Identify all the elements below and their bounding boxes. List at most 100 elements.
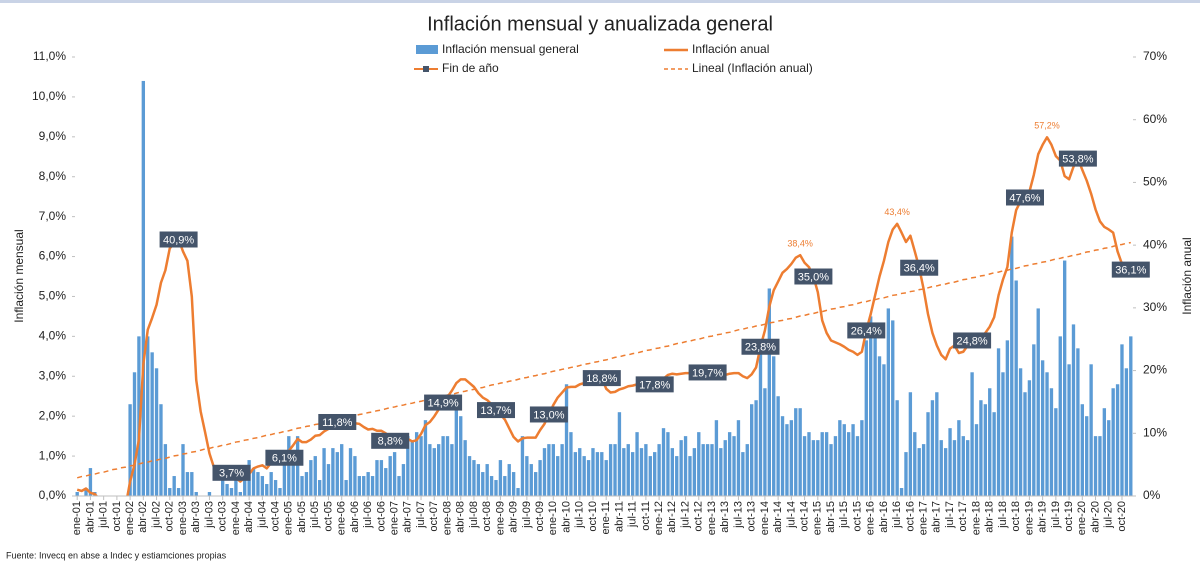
- bar: [666, 432, 670, 496]
- bar: [564, 384, 569, 496]
- x-tick-label: jul-03: [203, 501, 215, 529]
- bar: [1036, 308, 1040, 496]
- bar: [723, 440, 727, 496]
- bar: [573, 452, 578, 496]
- x-tick-label: oct-03: [217, 501, 229, 532]
- year-end-label: 13,0%: [533, 409, 564, 421]
- bar: [741, 452, 745, 496]
- bar: [807, 432, 811, 496]
- x-tick-label: ene-02: [124, 501, 136, 535]
- bar: [291, 456, 295, 496]
- bar: [860, 420, 864, 496]
- bar: [754, 400, 758, 496]
- trend-line: [76, 241, 1131, 479]
- year-end-label: 6,1%: [272, 453, 297, 465]
- y-tick-label: 2,0%: [39, 408, 67, 422]
- bar: [921, 444, 926, 496]
- x-tick-label: jul-16: [891, 501, 903, 529]
- bar: [1067, 364, 1071, 496]
- bar: [899, 488, 904, 496]
- bar: [392, 452, 397, 496]
- year-end-label: 47,6%: [1009, 192, 1040, 204]
- bar: [780, 416, 785, 496]
- bar: [661, 428, 666, 496]
- bar: [1062, 260, 1067, 496]
- bar: [926, 412, 930, 496]
- bar: [904, 452, 908, 496]
- bar: [829, 444, 833, 496]
- bar: [450, 444, 454, 496]
- y2-tick-label: 0%: [1143, 488, 1161, 502]
- bar: [375, 460, 379, 496]
- bar: [820, 432, 824, 496]
- bar: [309, 460, 313, 496]
- bar: [260, 476, 265, 496]
- x-tick-label: abr-08: [455, 501, 467, 533]
- year-end-label: 14,9%: [427, 397, 458, 409]
- bar: [948, 428, 952, 496]
- x-tick-label: abr-13: [719, 501, 731, 533]
- bar: [992, 412, 996, 496]
- top-border: [0, 0, 1200, 3]
- year-end-label: 23,8%: [745, 342, 776, 354]
- x-tick-label: ene-16: [865, 501, 877, 535]
- x-tick-label: ene-18: [970, 501, 982, 535]
- x-tick-label: oct-12: [693, 501, 705, 532]
- bar: [137, 336, 141, 496]
- bar: [282, 464, 287, 496]
- bar: [322, 448, 326, 496]
- x-tick-label: jul-08: [468, 501, 480, 529]
- year-end-label: 53,8%: [1062, 154, 1093, 166]
- x-tick-label: jul-13: [732, 501, 744, 529]
- source-note: Fuente: Invecq en abse a Indec y estiamc…: [6, 550, 227, 560]
- bar: [538, 460, 542, 496]
- x-tick-label: jul-07: [415, 501, 427, 529]
- bar: [816, 440, 820, 496]
- bar: [1080, 404, 1084, 496]
- bar: [745, 444, 749, 496]
- bar: [362, 476, 366, 496]
- x-tick-label: oct-05: [322, 501, 334, 532]
- bar: [529, 464, 533, 496]
- year-end-box: [953, 332, 992, 349]
- bar: [238, 492, 242, 496]
- bar: [533, 472, 538, 496]
- bar: [727, 432, 732, 496]
- bar: [604, 460, 608, 496]
- year-end-box: [1058, 150, 1097, 167]
- bar: [1058, 336, 1062, 496]
- x-tick-label: abr-20: [1089, 501, 1101, 533]
- bar: [234, 480, 238, 496]
- bar: [802, 436, 807, 496]
- bar: [683, 436, 688, 496]
- bar: [811, 440, 816, 496]
- x-tick-label: abr-05: [296, 501, 308, 533]
- bar: [644, 444, 648, 496]
- bar: [886, 308, 891, 496]
- bar: [256, 472, 260, 496]
- bar: [1107, 420, 1111, 496]
- year-end-box: [1111, 261, 1150, 278]
- bar: [485, 464, 489, 496]
- year-end-label: 24,8%: [956, 335, 987, 347]
- bar: [511, 472, 516, 496]
- x-tick-label: jul-18: [997, 501, 1009, 529]
- bar: [996, 348, 1001, 496]
- x-tick-label: abr-09: [508, 501, 520, 533]
- bar: [556, 456, 560, 496]
- bar: [613, 444, 617, 496]
- year-end-label: 17,8%: [639, 379, 670, 391]
- bar: [467, 456, 472, 496]
- bar: [630, 452, 635, 496]
- y-tick-label: 11,0%: [33, 49, 66, 63]
- bar: [419, 436, 423, 496]
- year-end-box: [529, 406, 568, 423]
- bar: [146, 336, 150, 496]
- bar: [265, 484, 269, 496]
- bar: [150, 352, 154, 496]
- bar: [657, 444, 661, 496]
- bar: [437, 444, 441, 496]
- bar: [273, 480, 278, 496]
- x-tick-label: ene-14: [759, 501, 771, 535]
- y2-tick-label: 40%: [1143, 237, 1167, 251]
